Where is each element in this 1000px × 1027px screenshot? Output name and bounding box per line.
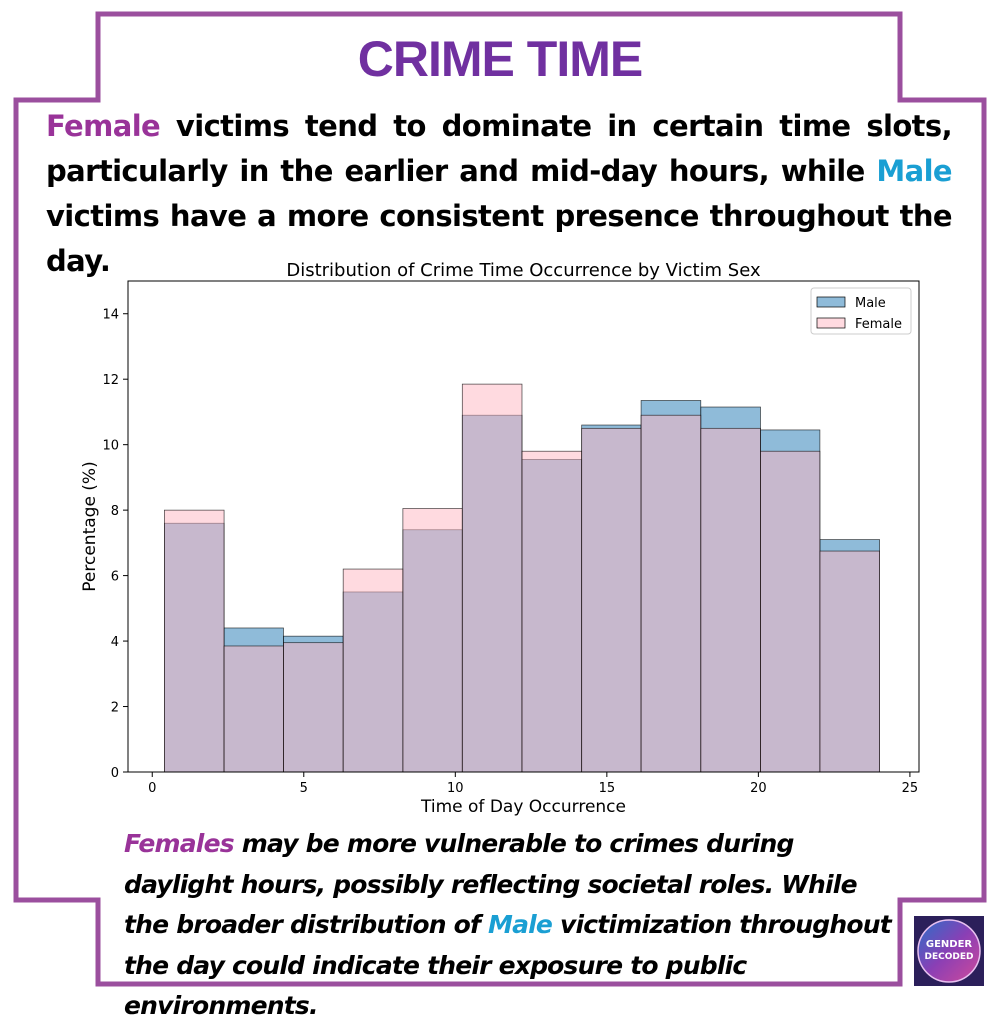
bar-female-3 (342, 568, 404, 773)
bar-female-6 (521, 450, 583, 773)
x-tick-label: 15 (599, 781, 616, 796)
y-tick-label: 0 (111, 766, 119, 781)
outro-paragraph: Females may be more vulnerable to crimes… (124, 824, 904, 1027)
legend-label-female: Female (855, 317, 902, 332)
x-tick-label: 10 (447, 781, 464, 796)
intro-female-word: Female (46, 109, 161, 143)
histogram-chart: Distribution of Crime Time Occurrence by… (80, 260, 920, 817)
bar-female-1 (223, 645, 284, 773)
y-tick-label: 14 (102, 308, 119, 323)
bar-female-4 (402, 508, 463, 773)
x-tick-label: 20 (750, 781, 767, 796)
poster-frame (13, 11, 987, 987)
outro-text-1: may be more vulnerable to crimes during … (124, 829, 858, 939)
bar-female-0 (164, 509, 225, 773)
gender-decoded-logo: GENDER DECODED (914, 916, 984, 986)
intro-text-1: victims tend to dominate in certain time… (46, 109, 953, 188)
y-tick-label: 10 (102, 439, 119, 454)
x-tick-label: 0 (148, 781, 156, 796)
chart-title: Distribution of Crime Time Occurrence by… (286, 260, 761, 281)
intro-male-word: Male (876, 154, 952, 188)
y-tick-label: 6 (111, 570, 119, 585)
intro-paragraph: Female victims tend to dominate in certa… (46, 104, 953, 284)
bar-female-9 (700, 427, 761, 773)
plot-area-border (127, 280, 920, 773)
outro-female-word: Females (124, 829, 235, 858)
y-tick-label: 8 (111, 504, 119, 519)
x-tick-label: 5 (300, 781, 308, 796)
logo-text-2: DECODED (925, 952, 974, 962)
bar-female-2 (283, 642, 344, 773)
x-tick-label: 25 (902, 781, 919, 796)
outro-male-word: Male (488, 910, 553, 939)
outro-text-2: victimization throughout the day could i… (124, 910, 892, 1020)
bar-female-5 (461, 383, 523, 773)
y-tick-label: 4 (111, 635, 119, 650)
frame-border (13, 11, 987, 987)
legend-label-male: Male (855, 296, 886, 311)
intro-text-2: victims have a more consistent presence … (46, 199, 953, 278)
logo-text-1: GENDER (926, 939, 973, 950)
bar-female-8 (640, 414, 702, 773)
legend-swatch-male (816, 296, 846, 308)
bar-female-10 (760, 450, 821, 773)
legend-swatch-female (816, 317, 846, 329)
y-axis-label: Percentage (%) (80, 461, 100, 591)
bar-female-11 (819, 550, 880, 773)
y-tick-label: 2 (111, 701, 119, 716)
x-axis-label: Time of Day Occurrence (420, 797, 626, 817)
y-tick-label: 12 (102, 373, 119, 388)
bar-female-7 (581, 427, 642, 773)
page-title: CRIME TIME (357, 31, 643, 87)
